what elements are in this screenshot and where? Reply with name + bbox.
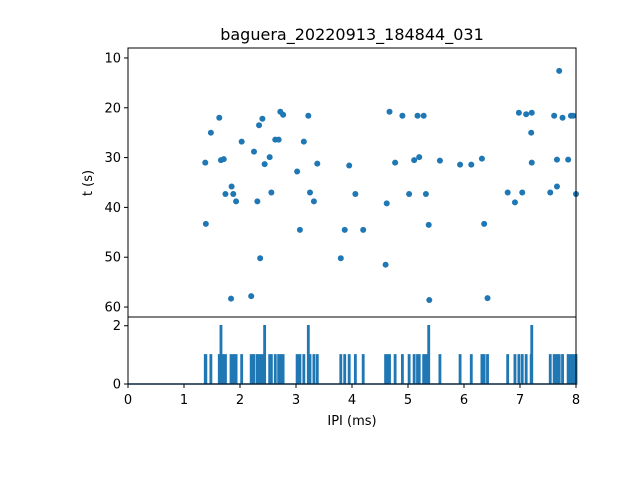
x-tick-label: 5 [404,393,412,408]
scatter-point [547,189,554,196]
scatter-point [296,226,303,233]
scatter-point [411,157,418,164]
scatter-point [556,67,563,74]
x-tick-label: 0 [124,393,132,408]
x-tick-label: 8 [572,393,580,408]
scatter-point [399,112,406,119]
scatter-point [202,220,209,227]
scatter-point [559,114,566,121]
scatter-point [570,112,577,119]
scatter-point [314,160,321,167]
y-tick-label: 50 [104,251,121,266]
scatter-point [468,161,475,168]
scatter-point [528,109,535,116]
scatter-point [254,198,261,205]
scatter-point [294,168,301,175]
scatter-point [228,295,235,302]
scatter-point [257,255,264,262]
scatter-point [230,190,237,197]
scatter-point [268,189,275,196]
scatter-point [511,199,518,206]
scatter-point [457,161,464,168]
scatter-point [280,111,287,118]
scatter-point [523,111,530,118]
scatter-point [484,295,491,302]
scatter-point [392,159,399,166]
scatter-point [515,109,522,116]
scatter-point [248,293,255,300]
y-tick-label: 20 [104,101,121,116]
scatter-point [233,198,240,205]
x-tick-label: 7 [516,393,524,408]
scatter-point [382,261,389,268]
scatter-point [426,297,433,304]
scatter-point [216,114,223,121]
scatter-point [436,157,443,164]
scatter-point [406,190,413,197]
x-tick-label: 1 [180,393,188,408]
scatter-point [259,115,266,122]
scatter-point [307,189,313,196]
scatter-point [416,154,423,161]
scatter-point [360,226,367,233]
x-tick-label: 3 [292,393,300,408]
scatter-point [551,112,558,119]
histogram-y-ticks: 02 [113,319,128,393]
histogram-x-ticks: 0 1 2 3 4 5 6 7 8 [124,384,580,408]
y-tick-label: 30 [104,151,121,166]
scatter-point [341,226,348,233]
histogram-series [128,324,578,385]
scatter-point [352,190,359,197]
scatter-point [238,138,245,145]
scatter-point [528,129,535,136]
scatter-point [420,112,427,119]
y-tick-label: 10 [104,51,121,66]
histogram-y-tick-label: 0 [113,378,121,393]
scatter-point [251,148,257,155]
scatter-y-ticks: 10 20 30 40 50 60 [104,51,128,316]
scatter-point [422,190,429,197]
scatter-point [346,162,353,169]
scatter-point [553,183,560,190]
scatter-point [261,161,268,168]
scatter-point [478,155,485,162]
scatter-points [202,67,579,304]
scatter-point [553,156,560,163]
scatter-point [504,189,511,196]
scatter-point [386,108,393,115]
x-tick-label: 4 [348,393,356,408]
x-axis-label: IPI (ms) [327,414,376,429]
x-tick-label: 2 [236,393,244,408]
scatter-point [528,159,535,166]
scatter-point [202,159,209,166]
scatter-point [228,183,235,190]
y-tick-label: 40 [104,201,121,216]
scatter-point [266,154,273,161]
scatter-point [337,255,344,262]
histogram-y-tick-label: 2 [113,319,121,334]
x-tick-label: 6 [460,393,468,408]
scatter-point [222,190,229,197]
scatter-point [565,156,572,163]
scatter-point [519,189,526,196]
scatter-panel: 10 20 30 40 50 60 baguera_20220913_184844_031… [81,25,579,318]
scatter-point [300,138,307,145]
y-axis-label: t (s) [81,170,96,196]
scatter-point [425,221,432,228]
scatter-point [256,122,263,129]
scatter-point [220,156,227,163]
scatter-point [275,136,282,143]
y-tick-label: 60 [104,301,121,316]
histogram-line [128,324,578,385]
scatter-point [383,200,390,207]
scatter-point [414,112,421,119]
scatter-point [481,220,488,227]
chart-title: baguera_20220913_184844_031 [220,25,484,45]
scatter-point [305,112,312,119]
scatter-point [207,129,214,136]
scatter-point [310,198,317,205]
